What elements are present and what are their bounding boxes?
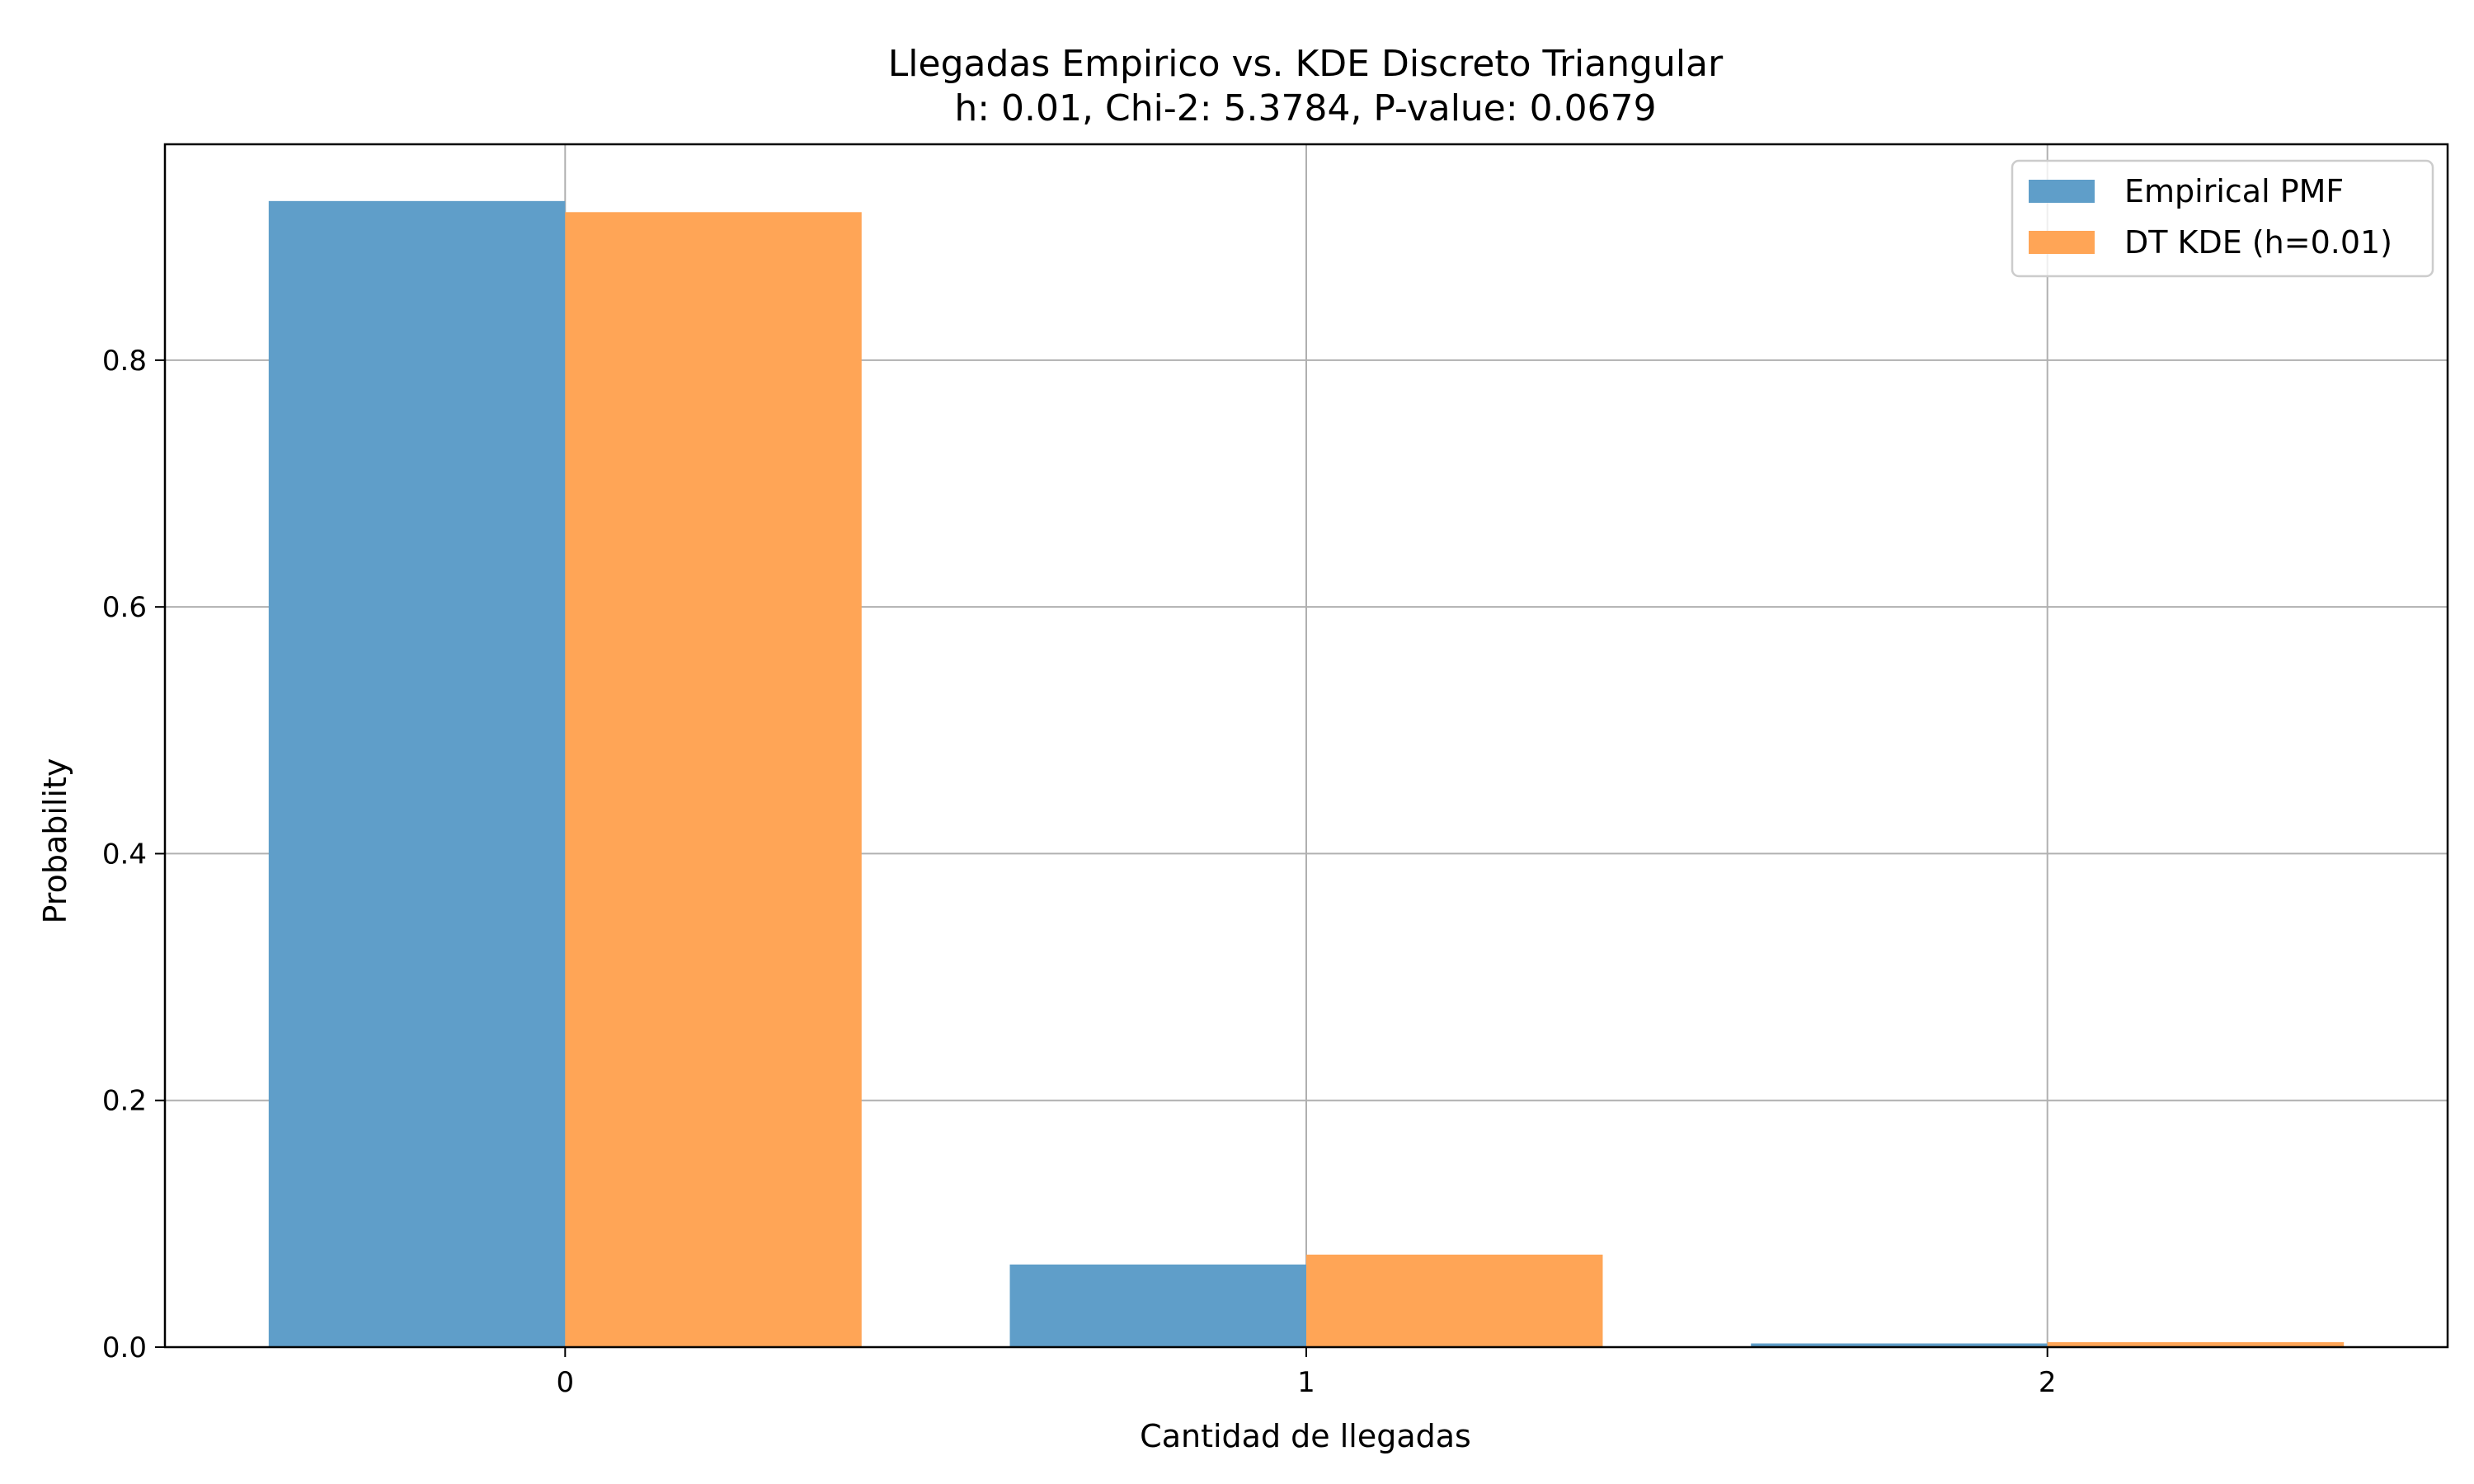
bar-empirical-pmf [1751, 1343, 2048, 1347]
legend-label-empirical-pmf: Empirical PMF [2124, 173, 2344, 209]
x-tick-label: 0 [556, 1366, 574, 1399]
legend-label-dt-kde: DT KDE (h=0.01) [2124, 224, 2392, 261]
legend: Empirical PMF DT KDE (h=0.01) [2011, 159, 2434, 278]
x-tick-label: 1 [1297, 1366, 1315, 1399]
x-axis-label: Cantidad de llegadas [1140, 1418, 1471, 1454]
y-tick-label: 0.4 [102, 838, 147, 871]
bar-dt-kde [1306, 1254, 1603, 1347]
y-tick-label: 0.0 [102, 1331, 147, 1364]
bar-dt-kde [565, 212, 862, 1348]
chart-title: Llegadas Empirico vs. KDE Discreto Trian… [888, 43, 1724, 85]
bars [268, 200, 2345, 1348]
legend-swatch-dt-kde [2029, 231, 2095, 254]
y-tick-label: 0.8 [102, 345, 147, 378]
bar-dt-kde [2047, 1342, 2345, 1347]
legend-swatch-empirical-pmf [2029, 180, 2095, 203]
bar-empirical-pmf [268, 200, 566, 1348]
y-axis-label: Probability [37, 758, 73, 924]
y-axis-ticks: 0.0 0.2 0.4 0.6 0.8 [102, 345, 165, 1364]
legend-frame [2011, 159, 2434, 278]
chart-subtitle: h: 0.01, Chi-2: 5.3784, P-value: 0.0679 [954, 87, 1656, 129]
y-tick-label: 0.6 [102, 591, 147, 624]
y-tick-label: 0.2 [102, 1085, 147, 1118]
x-axis-ticks: 0 1 2 [556, 1347, 2057, 1399]
bar-empirical-pmf [1009, 1264, 1306, 1347]
x-tick-label: 2 [2039, 1366, 2057, 1399]
